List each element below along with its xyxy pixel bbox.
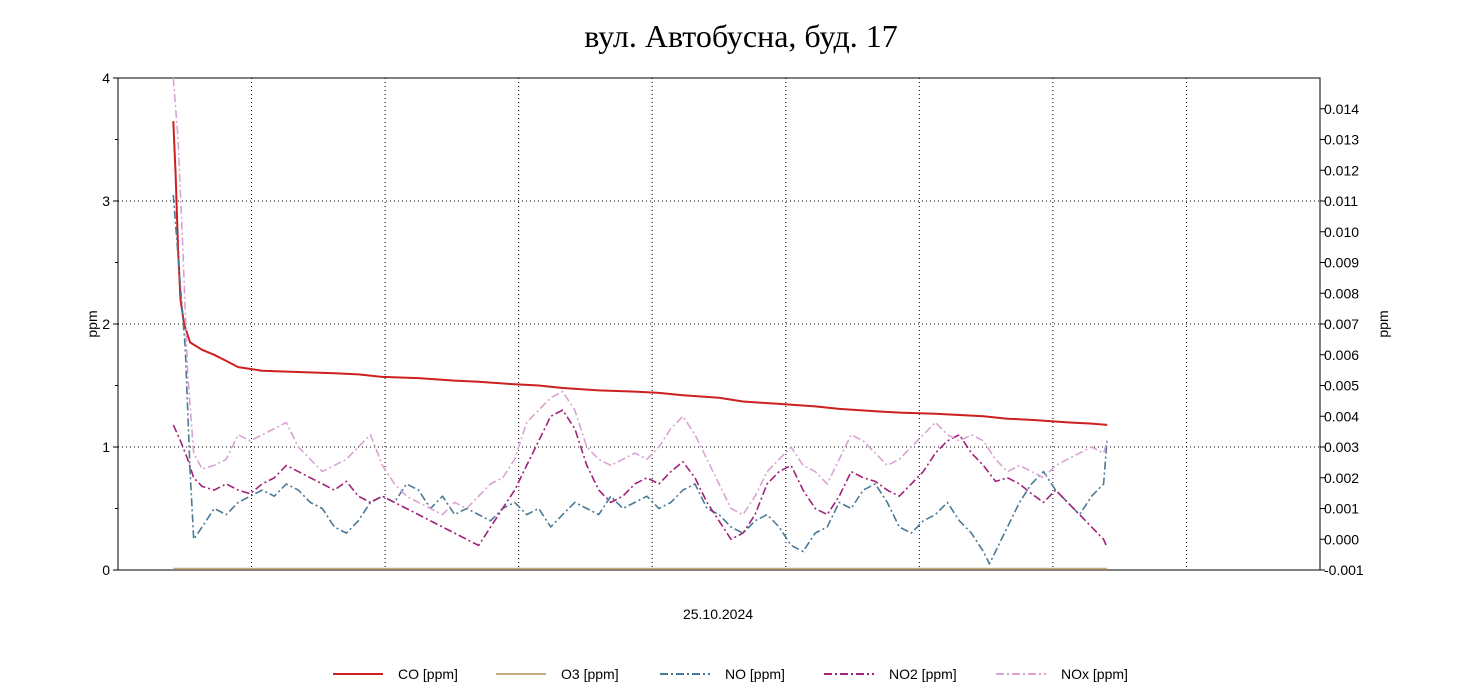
right-y-tick-label: 0.011 xyxy=(1324,193,1358,209)
right-y-tick-label: 0.013 xyxy=(1324,132,1359,148)
right-y-tick-label: 0.010 xyxy=(1324,224,1359,240)
left-y-tick-label: 4 xyxy=(102,70,110,86)
legend-label: O3 [ppm] xyxy=(561,666,619,682)
right-y-tick-label: 0.008 xyxy=(1324,285,1359,301)
grid xyxy=(118,78,1320,570)
series-line-3 xyxy=(172,194,1108,565)
right-y-tick-label: 0.001 xyxy=(1324,501,1359,517)
legend-label: NOx [ppm] xyxy=(1061,666,1128,682)
left-y-tick-label: 2 xyxy=(102,316,110,332)
right-y-tick-label: 0.005 xyxy=(1324,378,1359,394)
left-y-tick-label: 0 xyxy=(102,562,110,578)
chart-title: вул. Автобусна, буд. 17 xyxy=(584,18,897,54)
right-y-tick-label: 0.012 xyxy=(1324,162,1359,178)
legend-label: NO2 [ppm] xyxy=(889,666,957,682)
right-y-tick-label: 0.002 xyxy=(1324,470,1359,486)
legend-label: CO [ppm] xyxy=(398,666,458,682)
series-line-5 xyxy=(172,77,1108,516)
right-y-tick-label: 0.003 xyxy=(1324,439,1359,455)
left-y-tick-label: 1 xyxy=(102,439,110,455)
left-y-tick-label: 3 xyxy=(102,193,110,209)
right-y-axis: -0.001 0.000 0.001 0.002 0.003 0.004 0.005 0.00… xyxy=(1320,101,1364,578)
legend: CO [ppm] O3 [ppm] NO [ppm] NO2 [ppm] NOx [pp… xyxy=(333,666,1128,682)
right-y-axis-label: ppm xyxy=(1375,310,1391,337)
right-y-tick-label: 0.004 xyxy=(1324,408,1359,424)
right-y-tick-label: 0.000 xyxy=(1324,531,1359,547)
left-y-axis: 0 1 2 3 4 xyxy=(102,70,118,578)
right-y-tick-label: -0.001 xyxy=(1324,562,1364,578)
legend-label: NO [ppm] xyxy=(725,666,785,682)
series-group xyxy=(172,77,1108,570)
right-y-tick-label: 0.014 xyxy=(1324,101,1359,117)
right-y-tick-label: 0.009 xyxy=(1324,255,1359,271)
right-y-tick-label: 0.007 xyxy=(1324,316,1359,332)
series-line-4 xyxy=(172,409,1108,549)
right-y-tick-label: 0.006 xyxy=(1324,347,1359,363)
left-y-axis-label: ppm xyxy=(84,310,100,337)
x-axis-label: 25.10.2024 xyxy=(683,606,753,622)
series-line-1 xyxy=(172,121,1108,426)
